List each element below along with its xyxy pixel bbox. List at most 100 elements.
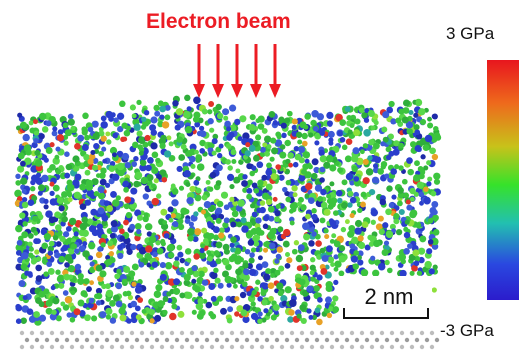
atom [86,218,94,225]
atom [107,240,114,247]
atom [385,146,392,153]
colorbar [487,60,519,300]
substrate-atom [79,344,85,350]
atom [28,315,37,323]
atom [48,240,55,247]
atom [233,176,241,184]
atom [218,143,224,149]
atom [314,132,322,140]
atom [170,213,176,219]
atom [55,241,62,247]
atom [84,199,92,206]
atom [55,146,61,152]
atom [54,252,61,259]
substrate-atom [384,337,390,343]
atom [265,183,273,191]
atom [168,217,174,223]
atom [257,311,263,317]
atom [308,132,314,138]
atom [274,216,280,223]
atom [83,278,90,285]
atom [151,151,159,159]
atom-cluster [14,94,442,326]
atom [362,158,369,166]
substrate-atom [379,344,385,350]
atom [70,125,76,131]
atom [187,235,194,242]
substrate-atom [264,337,270,343]
atom [67,118,75,126]
atom [302,151,311,159]
substrate-atom [399,330,405,336]
atom [95,287,103,295]
atom [78,310,86,317]
atom [231,210,239,218]
atom [344,155,352,163]
atom [285,196,292,203]
atom [353,176,360,182]
atom [131,113,137,119]
atom [419,118,427,126]
atom [159,142,166,150]
atom [175,108,184,116]
atom [65,226,72,232]
atom [237,136,243,142]
atom [21,188,27,194]
atom [166,135,172,141]
substrate-atom [339,330,345,336]
atom [164,104,171,111]
substrate-atom [344,337,350,343]
atom [227,165,233,171]
atom [34,249,40,255]
atom [431,200,439,208]
atom [275,203,281,209]
substrate-atom [29,330,35,336]
atom [270,314,277,321]
atom [198,251,207,260]
atom [36,256,42,262]
atom [275,164,282,170]
atom [101,219,108,227]
atom [274,139,283,147]
atom [424,260,432,269]
atom [390,168,398,175]
atom [22,133,30,142]
atom [429,147,436,155]
atom [259,151,266,158]
atom [426,248,433,255]
beam-arrow-icon [231,44,243,98]
atom [422,144,430,151]
atom [333,279,339,286]
substrate-atom [139,330,145,336]
atom [184,218,191,224]
substrate-atom [359,344,365,350]
atom [160,134,167,142]
atom [190,163,196,169]
atom [84,169,91,176]
atom [329,164,337,172]
atom [112,294,120,302]
atom [338,270,345,277]
atom [414,129,421,136]
atom [304,113,311,120]
atom [405,121,414,129]
atom [431,113,437,119]
substrate-atom [114,337,120,343]
atom [195,187,202,194]
substrate-atom [244,337,250,343]
atom [155,157,161,164]
atom [377,215,384,222]
atom [261,127,268,134]
atom [199,139,206,147]
substrate-atom [104,337,110,343]
atom [321,254,329,263]
atom [195,157,201,163]
substrate-atom [59,344,65,350]
atom [274,258,280,264]
atom [257,123,265,130]
atom [15,180,22,186]
atom [73,308,81,316]
atom [174,256,180,262]
atom [391,194,397,200]
